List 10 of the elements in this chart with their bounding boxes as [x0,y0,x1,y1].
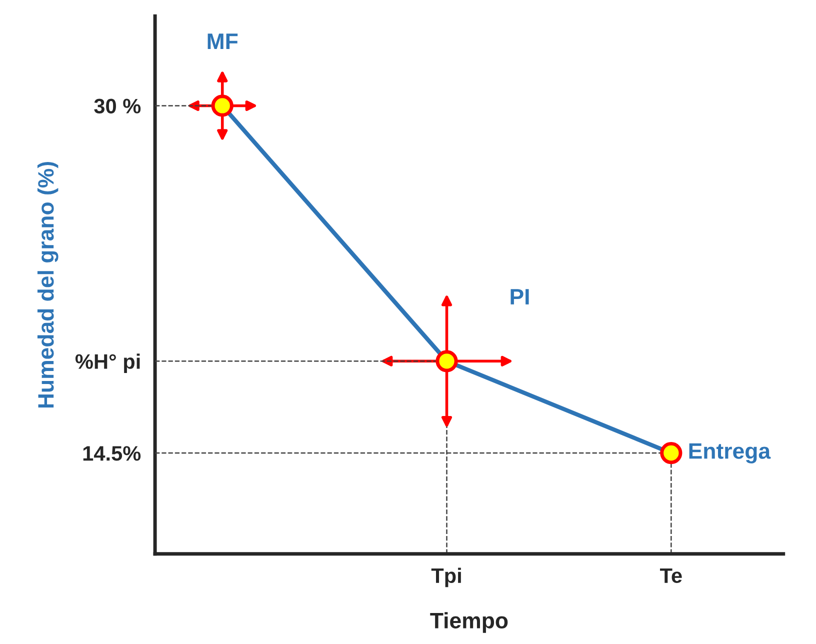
annotation: MF [208,34,238,49]
x-tick-label: Te [660,568,682,584]
y-tick-label: 14.5% [83,446,141,461]
y-tick-label: %H° pi [75,354,140,374]
annotation: Entrega [689,443,771,464]
x-axis-title: Tiempo [430,612,508,633]
y-axis-title: Humedad del grano (%) [37,162,58,408]
y-tick-label: 30 % [94,98,141,114]
annotation: PI [510,289,529,304]
x-tick-label: Tpi [431,568,461,588]
